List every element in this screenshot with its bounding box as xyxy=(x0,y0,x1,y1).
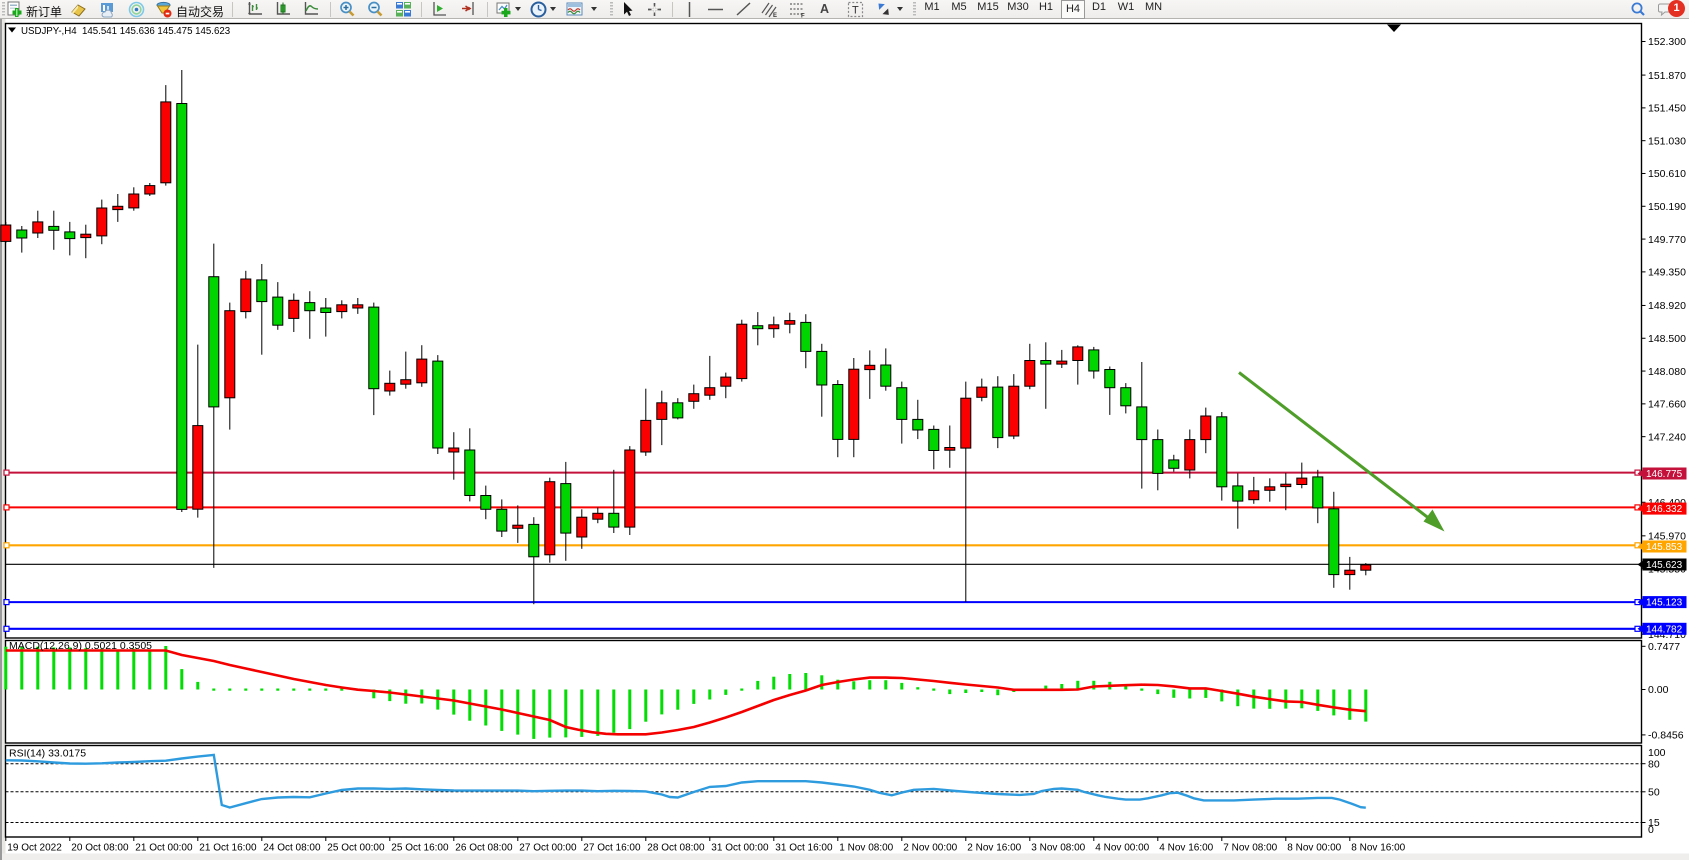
svg-text:145.970: 145.970 xyxy=(1648,531,1686,543)
svg-text:147.660: 147.660 xyxy=(1648,399,1686,411)
svg-text:151.870: 151.870 xyxy=(1648,70,1686,82)
svg-text:21 Oct 00:00: 21 Oct 00:00 xyxy=(135,843,193,854)
svg-text:145.623: 145.623 xyxy=(1646,560,1683,571)
svg-text:0: 0 xyxy=(1648,824,1654,836)
svg-text:25 Oct 00:00: 25 Oct 00:00 xyxy=(327,843,385,854)
svg-text:26 Oct 08:00: 26 Oct 08:00 xyxy=(455,843,513,854)
svg-text:20 Oct 08:00: 20 Oct 08:00 xyxy=(71,843,129,854)
svg-text:27 Oct 00:00: 27 Oct 00:00 xyxy=(519,843,577,854)
svg-text:150.610: 150.610 xyxy=(1648,168,1686,180)
svg-text:E: E xyxy=(773,13,777,18)
svg-text:150.190: 150.190 xyxy=(1648,201,1686,213)
svg-text:0.00: 0.00 xyxy=(1648,684,1669,696)
svg-text:24 Oct 08:00: 24 Oct 08:00 xyxy=(263,843,321,854)
svg-text:145.123: 145.123 xyxy=(1646,598,1683,609)
svg-text:100: 100 xyxy=(1648,747,1666,759)
svg-text:MACD(12,26,9) 0.5021 0.3505: MACD(12,26,9) 0.5021 0.3505 xyxy=(9,640,152,652)
svg-text:151.450: 151.450 xyxy=(1648,103,1686,115)
svg-text:RSI(14) 33.0175: RSI(14) 33.0175 xyxy=(9,748,86,760)
svg-text:2 Nov 16:00: 2 Nov 16:00 xyxy=(967,843,1021,854)
svg-text:2 Nov 00:00: 2 Nov 00:00 xyxy=(903,843,957,854)
svg-text:146.332: 146.332 xyxy=(1646,504,1683,515)
svg-text:144.782: 144.782 xyxy=(1646,624,1683,635)
svg-text:27 Oct 16:00: 27 Oct 16:00 xyxy=(583,843,641,854)
svg-text:F: F xyxy=(801,14,805,19)
svg-text:146.775: 146.775 xyxy=(1646,469,1683,480)
svg-text:151.030: 151.030 xyxy=(1648,135,1686,147)
svg-text:149.770: 149.770 xyxy=(1648,234,1686,246)
svg-text:7 Nov 08:00: 7 Nov 08:00 xyxy=(1223,843,1277,854)
svg-text:145.853: 145.853 xyxy=(1646,542,1683,553)
svg-text:0.7477: 0.7477 xyxy=(1648,641,1680,653)
svg-text:148.080: 148.080 xyxy=(1648,366,1686,378)
svg-text:USDJPY-,H4 145.541 145.636 14: USDJPY-,H4 145.541 145.636 145.475 145.6… xyxy=(21,26,230,37)
svg-text:28 Oct 08:00: 28 Oct 08:00 xyxy=(647,843,705,854)
svg-text:8 Nov 00:00: 8 Nov 00:00 xyxy=(1287,843,1341,854)
svg-text:25 Oct 16:00: 25 Oct 16:00 xyxy=(391,843,449,854)
svg-text:3 Nov 08:00: 3 Nov 08:00 xyxy=(1031,843,1085,854)
svg-text:8 Nov 16:00: 8 Nov 16:00 xyxy=(1351,843,1405,854)
svg-text:80: 80 xyxy=(1648,758,1660,770)
svg-text:31 Oct 00:00: 31 Oct 00:00 xyxy=(711,843,769,854)
svg-text:T: T xyxy=(852,5,859,17)
svg-text:4 Nov 16:00: 4 Nov 16:00 xyxy=(1159,843,1213,854)
svg-text:152.300: 152.300 xyxy=(1648,36,1686,48)
svg-text:21 Oct 16:00: 21 Oct 16:00 xyxy=(199,843,257,854)
svg-text:148.920: 148.920 xyxy=(1648,300,1686,312)
svg-text:50: 50 xyxy=(1648,787,1660,799)
svg-text:149.350: 149.350 xyxy=(1648,267,1686,279)
svg-text:148.500: 148.500 xyxy=(1648,333,1686,345)
svg-text:1 Nov 08:00: 1 Nov 08:00 xyxy=(839,843,893,854)
svg-text:15: 15 xyxy=(1648,817,1660,829)
svg-text:4 Nov 00:00: 4 Nov 00:00 xyxy=(1095,843,1149,854)
svg-text:19 Oct 2022: 19 Oct 2022 xyxy=(7,843,62,854)
svg-text:-0.8456: -0.8456 xyxy=(1648,730,1684,742)
svg-text:147.240: 147.240 xyxy=(1648,431,1686,443)
svg-text:31 Oct 16:00: 31 Oct 16:00 xyxy=(775,843,833,854)
